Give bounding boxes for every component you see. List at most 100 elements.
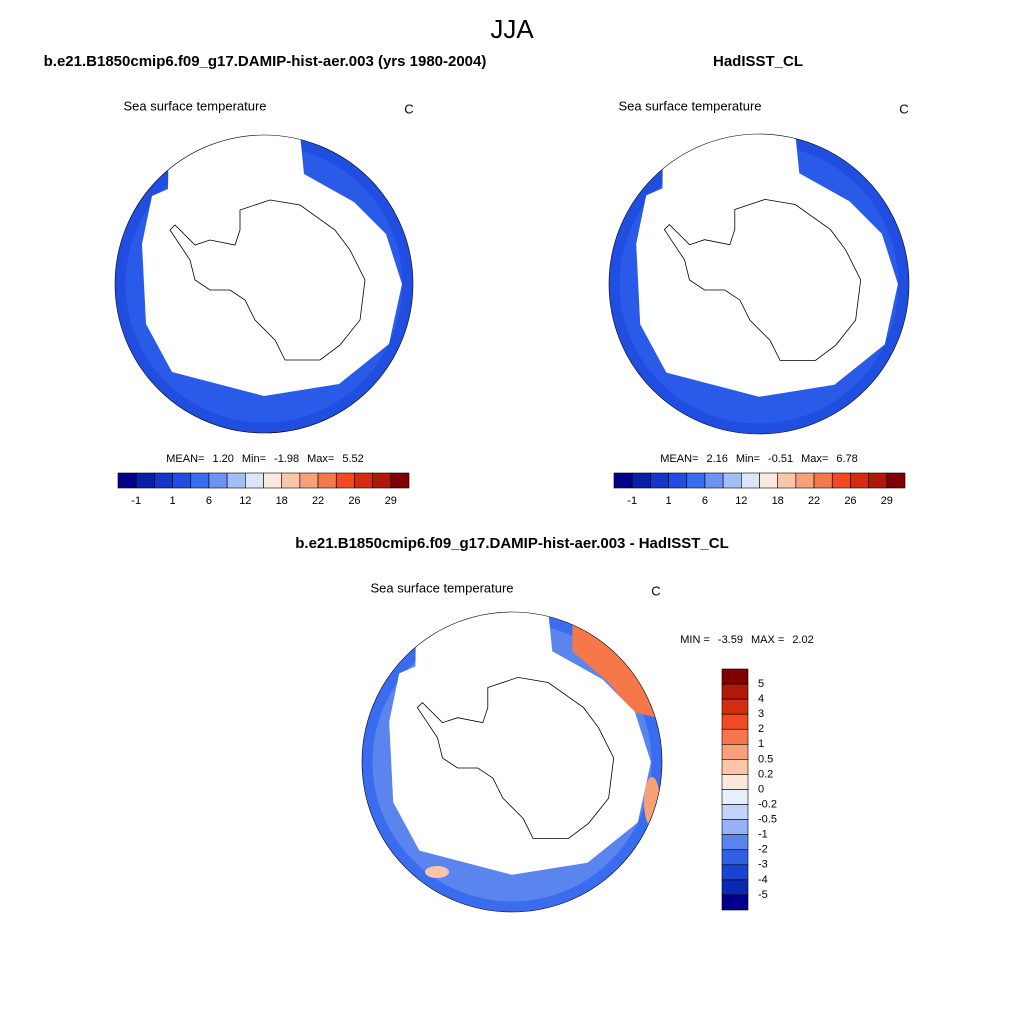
colorbar-box	[335, 472, 355, 489]
colorbar-label: 1	[666, 495, 672, 507]
stat-value: 6.78	[836, 453, 857, 465]
colorbar-box	[650, 472, 669, 489]
colorbar-box	[686, 472, 706, 489]
colorbar-box	[721, 819, 749, 835]
units-label: C	[651, 583, 660, 598]
colorbar-label: 5	[758, 678, 764, 690]
colorbar-label: 18	[276, 495, 288, 507]
colorbar-label: 22	[312, 495, 324, 507]
coastline	[416, 676, 615, 839]
map-border	[361, 611, 663, 913]
figure-title: JJA	[490, 14, 534, 44]
colorbar-box	[704, 472, 724, 489]
colorbar-box	[721, 879, 749, 896]
colorbar-label: -2	[758, 844, 768, 856]
colorbar-label: -1	[627, 495, 637, 507]
colorbar-box	[354, 472, 373, 489]
colorbar-box	[831, 472, 851, 489]
colorbar-box	[208, 472, 228, 489]
colorbar-label: 26	[348, 495, 360, 507]
colorbar-box	[795, 472, 815, 489]
stat-value: 5.52	[342, 453, 363, 465]
colorbar-box	[721, 789, 749, 805]
colorbar-box	[154, 472, 173, 489]
colorbar-box	[721, 698, 749, 715]
stats: MEAN= 1.20 Min= -1.98 Max= 5.52	[166, 453, 364, 465]
colorbar-box	[245, 472, 264, 489]
colorbar-label: 22	[808, 495, 820, 507]
variable-label: Sea surface temperature	[370, 580, 513, 595]
warm-anomaly	[644, 777, 660, 827]
stat-value: 2.16	[706, 453, 727, 465]
stat-value: -0.51	[768, 453, 793, 465]
stat-value: -3.59	[718, 634, 743, 646]
colorbar-box	[850, 472, 869, 489]
colorbar-box	[721, 804, 749, 820]
colorbar-box	[721, 728, 749, 745]
colorbar-label: 4	[758, 693, 764, 705]
stat-label: Max=	[307, 453, 334, 465]
panel-title: b.e21.B1850cmip6.f09_g17.DAMIP-hist-aer.…	[295, 535, 729, 552]
colorbar-box	[135, 472, 155, 489]
colorbar-box	[390, 472, 410, 489]
colorbar-box	[263, 472, 282, 489]
sea-ice	[389, 612, 651, 875]
stat-label: Min=	[736, 453, 760, 465]
polar-map	[609, 134, 909, 434]
colorbar-box	[721, 683, 749, 700]
colorbar-box	[372, 472, 392, 489]
colorbar-label: -3	[758, 859, 768, 871]
colorbar-box	[759, 472, 778, 489]
colorbar-box	[117, 472, 137, 489]
colorbar-box	[190, 472, 210, 489]
colorbar-label: 3	[758, 708, 764, 720]
colorbar-label: -0.5	[758, 814, 777, 826]
colorbar-box	[631, 472, 651, 489]
panel-title: HadISST_CL	[713, 53, 803, 70]
colorbar-box	[721, 849, 749, 866]
polar-map	[362, 612, 662, 912]
stat-label: MIN =	[680, 634, 710, 646]
colorbar-box	[868, 472, 888, 489]
colorbar-box	[317, 472, 337, 489]
colorbar-label: -1	[131, 495, 141, 507]
stat-value: 1.20	[212, 453, 233, 465]
colorbar-label: 2	[758, 723, 764, 735]
colorbar-box	[721, 864, 749, 881]
sea-ice	[142, 135, 402, 396]
colorbar-box	[777, 472, 797, 489]
stat-value: 2.02	[792, 634, 813, 646]
colorbar-label: 1	[758, 738, 764, 750]
stat-label: MEAN=	[166, 453, 204, 465]
sea-ice	[636, 134, 898, 397]
units-label: C	[899, 101, 908, 116]
colorbar-box	[813, 472, 833, 489]
units-label: C	[404, 101, 413, 116]
colorbar-label: -1	[758, 829, 768, 841]
colorbar-label: 18	[772, 495, 784, 507]
stat-label: Max=	[801, 453, 828, 465]
colorbar-box	[613, 472, 633, 489]
colorbar-box	[668, 472, 688, 489]
colorbar-label: 12	[239, 495, 251, 507]
colorbar-label: -0.2	[758, 798, 777, 810]
colorbar-label: 29	[881, 495, 893, 507]
colorbar-box	[721, 894, 749, 911]
stat-label: Min=	[242, 453, 266, 465]
colorbar-label: -5	[758, 889, 768, 901]
colorbar-label: 12	[735, 495, 747, 507]
colorbar-box	[721, 744, 749, 760]
colorbar-label: 0.5	[758, 753, 773, 765]
colorbar-box	[226, 472, 246, 489]
colorbar-box	[721, 713, 749, 730]
colorbar-box	[741, 472, 760, 489]
colorbar-label: 0	[758, 783, 764, 795]
variable-label: Sea surface temperature	[123, 98, 266, 113]
coastline	[169, 199, 366, 361]
warm-anomaly	[425, 866, 449, 878]
colorbar-label: -4	[758, 874, 768, 886]
colorbar-label: 0.2	[758, 768, 773, 780]
colorbar-box	[281, 472, 301, 489]
colorbar-box	[721, 668, 749, 685]
